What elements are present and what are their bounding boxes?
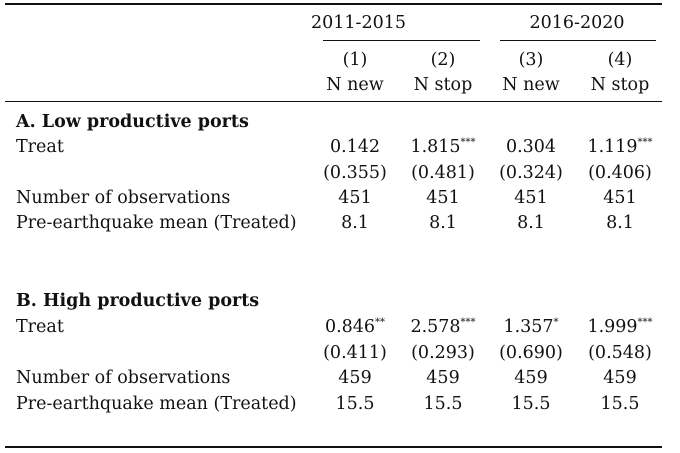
panel-b-treat-col3: 1.357* — [503, 317, 559, 337]
panel-b-row-treat-label: Treat — [16, 317, 64, 337]
col-label-2: N stop — [413, 75, 473, 95]
panel-a-row-obs-label: Number of observations — [16, 188, 231, 208]
panel-b-se-col1: (0.411) — [323, 343, 387, 363]
panel-a-mean-col1: 8.1 — [341, 213, 369, 233]
panel-b-mean-col4: 15.5 — [600, 394, 640, 414]
bottom-rule — [5, 446, 662, 448]
panel-b-treat-col2: 2.578*** — [410, 317, 476, 337]
panel-b-row-obs-label: Number of observations — [16, 368, 231, 388]
group-underline-2016-2020 — [500, 40, 656, 41]
panel-a-obs-col4: 451 — [603, 188, 637, 208]
panel-a-treat-col2: 1.815*** — [410, 137, 476, 157]
group-header-2016-2020: 2016-2020 — [529, 13, 625, 33]
top-rule — [5, 3, 662, 5]
panel-b-se-col3: (0.690) — [499, 343, 563, 363]
panel-a-treat-col1: 0.142 — [329, 137, 381, 157]
panel-b-obs-col1: 459 — [338, 368, 372, 388]
col-label-3: N new — [502, 75, 560, 95]
panel-b-treat-col1: 0.846** — [324, 317, 386, 337]
panel-a-se-col3: (0.324) — [499, 163, 563, 183]
col-number-1: (1) — [342, 50, 368, 70]
panel-a-se-col4: (0.406) — [588, 163, 652, 183]
col-number-4: (4) — [607, 50, 633, 70]
panel-b-mean-col2: 15.5 — [423, 394, 463, 414]
panel-a-row-mean-label: Pre-earthquake mean (Treated) — [16, 213, 297, 233]
panel-b-title: B. High productive ports — [16, 291, 260, 311]
panel-a-obs-col1: 451 — [338, 188, 372, 208]
group-underline-2011-2015 — [323, 40, 480, 41]
panel-b-treat-col4: 1.999*** — [587, 317, 653, 337]
panel-a-title: A. Low productive ports — [16, 112, 249, 132]
panel-b-obs-col4: 459 — [603, 368, 637, 388]
panel-b-se-col2: (0.293) — [411, 343, 475, 363]
col-number-3: (3) — [518, 50, 544, 70]
group-header-2011-2015: 2011-2015 — [311, 13, 406, 33]
panel-a-row-treat-label: Treat — [16, 137, 64, 157]
col-number-2: (2) — [430, 50, 456, 70]
panel-a-treat-col3: 0.304 — [505, 137, 557, 157]
header-rule — [5, 101, 662, 103]
panel-b-se-col4: (0.548) — [588, 343, 652, 363]
panel-b-obs-col3: 459 — [514, 368, 548, 388]
panel-a-mean-col4: 8.1 — [606, 213, 634, 233]
panel-a-mean-col3: 8.1 — [517, 213, 545, 233]
panel-a-se-col1: (0.355) — [323, 163, 387, 183]
panel-b-mean-col3: 15.5 — [511, 394, 551, 414]
panel-b-obs-col2: 459 — [426, 368, 460, 388]
col-label-1: N new — [326, 75, 384, 95]
panel-a-mean-col2: 8.1 — [429, 213, 457, 233]
panel-a-obs-col2: 451 — [426, 188, 460, 208]
panel-a-obs-col3: 451 — [514, 188, 548, 208]
col-label-4: N stop — [590, 75, 650, 95]
panel-a-treat-col4: 1.119*** — [587, 137, 653, 157]
panel-a-se-col2: (0.481) — [411, 163, 475, 183]
panel-b-mean-col1: 15.5 — [335, 394, 375, 414]
panel-b-row-mean-label: Pre-earthquake mean (Treated) — [16, 394, 297, 414]
